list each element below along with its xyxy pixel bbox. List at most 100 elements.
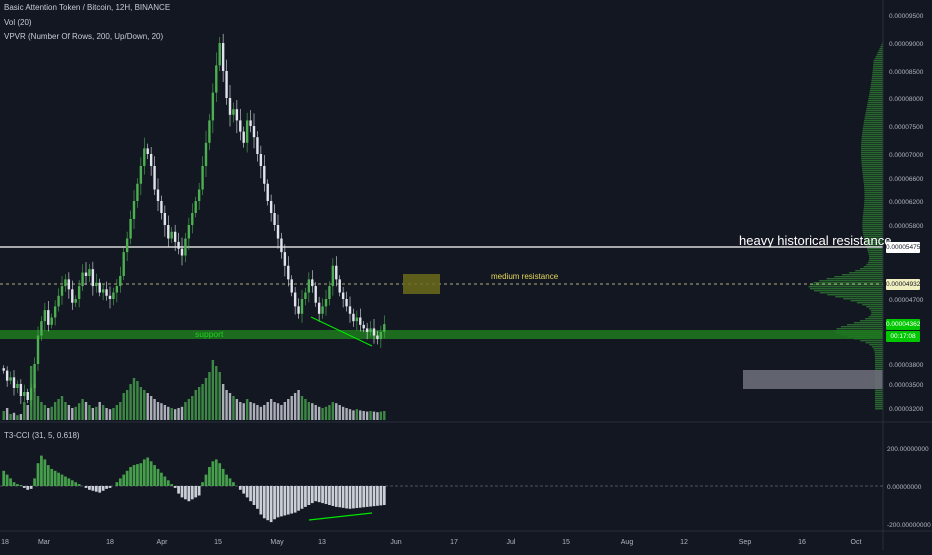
volume-bar <box>225 390 228 420</box>
oscillator-bar <box>355 486 359 509</box>
candle-body <box>139 166 143 184</box>
vpvr-row <box>874 362 883 364</box>
time-tick-label: Jun <box>390 539 401 546</box>
vpvr-row <box>862 228 883 230</box>
time-tick-label: 12 <box>680 539 688 546</box>
oscillator-bar <box>365 486 369 507</box>
volume-bar <box>249 402 252 420</box>
candle-body <box>201 166 204 190</box>
vpvr-row <box>861 154 883 156</box>
price-tick-label: 0.00008500 <box>889 69 924 76</box>
vpvr-row <box>867 102 883 104</box>
volume-bar <box>283 402 287 420</box>
vpvr-row <box>861 158 883 160</box>
volume-bar <box>108 409 112 420</box>
candle-body <box>249 120 252 126</box>
oscillator-bar <box>307 486 311 505</box>
oscillator-bar <box>125 470 129 486</box>
vpvr-row <box>861 142 883 144</box>
volume-bar <box>341 406 345 420</box>
candle-body <box>170 231 173 239</box>
vpvr-row <box>867 104 883 106</box>
vpvr-row <box>861 134 883 136</box>
oscillator-bar <box>160 472 163 486</box>
vpvr-row <box>874 58 883 60</box>
oscillator-bar <box>118 478 122 486</box>
vpvr-row <box>874 360 883 362</box>
last-price-tag: 0.00004362 <box>886 319 921 330</box>
symbol-legend[interactable]: Basic Attention Token / Bitcoin, 12H, BI… <box>4 3 171 12</box>
volume-bar <box>204 378 208 420</box>
candle-body <box>136 183 139 201</box>
candle-body <box>280 238 283 253</box>
vpvr-legend[interactable]: VPVR (Number Of Rows, 200, Up/Down, 20) <box>4 32 164 41</box>
oscillator-bar <box>29 486 33 489</box>
price-tick-label: 0.00005800 <box>889 223 924 230</box>
price-axis[interactable]: 0.00009500 0.00009000 0.00008500 0.00008000… <box>889 13 924 413</box>
oscillator-bar <box>40 455 43 486</box>
oscillator-bar <box>201 482 204 486</box>
oscillator-legend[interactable]: T3-CCI (31, 5, 0.618) <box>4 431 80 440</box>
support-trendline <box>310 316 373 347</box>
volume-bar <box>60 396 64 420</box>
oscillator-bar <box>22 486 26 488</box>
oscillator-bar <box>46 465 50 486</box>
vpvr-row <box>868 96 883 98</box>
vpvr-row <box>873 348 883 350</box>
candle-body <box>12 377 16 388</box>
volume-bar <box>19 414 23 420</box>
volume-bar <box>84 402 88 420</box>
vpvr-row <box>873 62 883 64</box>
volume-bar <box>2 411 5 420</box>
grey-box <box>743 370 883 389</box>
volume-bar <box>314 405 317 420</box>
candle-body <box>57 295 60 307</box>
candle-body <box>273 213 276 225</box>
vpvr-row <box>864 198 883 200</box>
vpvr-row <box>861 160 883 162</box>
vpvr-profile <box>808 42 883 410</box>
vpvr-row <box>866 306 883 308</box>
oscillator-bar <box>331 486 335 506</box>
volume-bar <box>242 403 245 420</box>
oscillator-bar <box>129 467 132 486</box>
time-axis[interactable]: 18 Mar 18 Apr 15 May 13 Jun 17 Jul 15 Aug 12 Sep 16 Oct <box>1 539 861 546</box>
oscillator-bar <box>26 486 30 490</box>
time-tick-label: Mar <box>38 539 51 546</box>
volume-bar <box>269 399 273 420</box>
volume-bar <box>101 405 105 420</box>
volume-legend[interactable]: Vol (20) <box>4 18 32 27</box>
vpvr-row <box>861 140 883 142</box>
candle-body <box>376 335 379 340</box>
oscillator-axis[interactable]: 200.00000000 0.00000000 -200.00000000 <box>887 446 931 529</box>
oscillator-bar <box>242 486 246 494</box>
candle-body <box>143 148 146 166</box>
volume-bar <box>12 412 16 420</box>
volume-bar <box>43 405 47 420</box>
vpvr-row <box>819 280 883 282</box>
vpvr-row <box>860 268 883 270</box>
vpvr-row <box>868 100 883 102</box>
candle-body <box>115 286 119 293</box>
vpvr-row <box>863 234 883 236</box>
oscillator-trendline <box>308 512 373 521</box>
vpvr-row <box>875 396 883 398</box>
vpvr-row <box>871 78 883 80</box>
oscillator-bar <box>218 463 222 486</box>
candle-body <box>129 219 132 239</box>
vpvr-row <box>874 356 883 358</box>
vpvr-row <box>861 164 883 166</box>
oscillator-bar <box>57 472 60 486</box>
oscillator-bar <box>5 474 9 486</box>
volume-bar <box>218 372 221 420</box>
vpvr-row <box>862 214 883 216</box>
vpvr-row <box>866 110 883 112</box>
vpvr-row <box>875 408 883 410</box>
price-tick-label: 0.00007000 <box>889 152 924 159</box>
volume-bar <box>228 393 232 420</box>
oscillator-bar <box>146 457 150 486</box>
oscillator-bar <box>293 486 297 513</box>
oscillator-bar <box>262 486 266 519</box>
